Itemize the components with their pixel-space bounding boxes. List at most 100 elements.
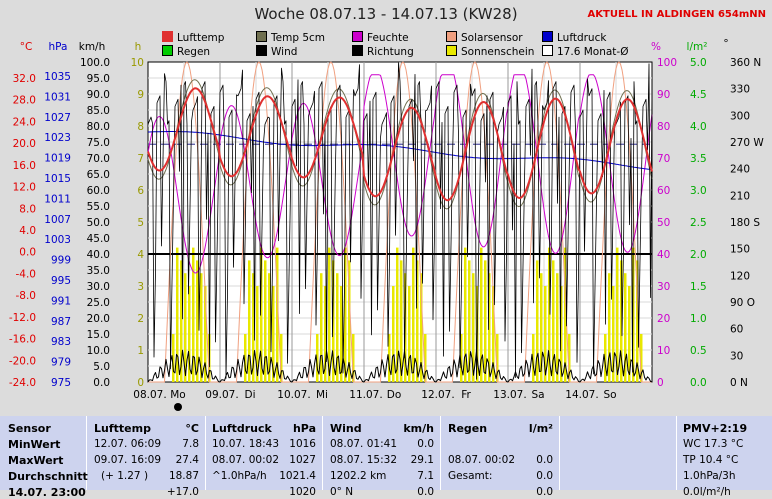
- sunshine-bar: [320, 273, 323, 382]
- sunshine-bar: [608, 273, 611, 382]
- sunshine-bar: [460, 334, 463, 382]
- regen-header: Regen: [448, 422, 488, 435]
- legend-swatch: [446, 45, 457, 56]
- legend-label: Sonnenschein: [461, 46, 535, 58]
- pressure-tick-label: 1007: [44, 214, 71, 226]
- legend-label: Richtung: [367, 46, 414, 58]
- sunshine-bar: [336, 273, 339, 382]
- sun-tick-label: 3: [137, 281, 144, 293]
- regen-total-label: Gesamt:: [448, 470, 493, 482]
- sunshine-bar: [344, 247, 347, 382]
- sunshine-bar: [192, 247, 195, 382]
- x-date-label: 08.07.: [133, 389, 166, 401]
- legend-item: Wind: [256, 45, 297, 58]
- x-date-label: 10.07.: [277, 389, 310, 401]
- statistics-table: Sensor MinWert MaxWert Durchschnitt 14.0…: [0, 416, 772, 499]
- wind-current-direction: 0° N: [330, 486, 354, 498]
- sunshine-bar: [632, 247, 635, 382]
- luftdruck-max-value: 1027: [289, 454, 316, 466]
- x-date-label: 14.07.: [565, 389, 598, 401]
- direction-tick-label: 270 W: [730, 137, 764, 149]
- rain-tick-label: 5.0: [690, 57, 707, 69]
- sunshine-bar: [604, 334, 607, 382]
- wind-tick-label: 100.0: [80, 57, 110, 69]
- legend-item: Solarsensor: [446, 31, 523, 44]
- x-date-label: 13.07.: [493, 389, 526, 401]
- wind-max-value: 29.1: [410, 454, 434, 466]
- legend-item: Regen: [162, 45, 210, 58]
- wind-unit: km/h: [403, 422, 434, 435]
- pressure-tick-label: 979: [51, 357, 71, 369]
- wind-tick-label: 75.0: [87, 137, 110, 149]
- empty-column: [560, 416, 677, 490]
- wind-tick-label: 80.0: [87, 121, 110, 133]
- pressure-tick-label: 1003: [44, 234, 71, 246]
- sensor-column: Sensor MinWert MaxWert Durchschnitt 14.0…: [0, 416, 88, 499]
- x-date-label: 09.07.: [205, 389, 238, 401]
- wind-unit-label: km/h: [79, 41, 106, 53]
- wind-tick-label: 25.0: [87, 297, 110, 309]
- sunshine-bar: [564, 247, 567, 382]
- wind-tick-label: 50.0: [87, 217, 110, 229]
- humidity-tick-label: 20: [657, 313, 670, 325]
- wind-tick-label: 85.0: [87, 105, 110, 117]
- sun-tick-label: 5: [137, 217, 144, 229]
- sun-tick-label: 10: [131, 57, 144, 69]
- legend-item: Richtung: [352, 45, 414, 58]
- pressure-tick-label: 1027: [44, 112, 71, 124]
- lufttemp-current-value: +17.0: [166, 486, 199, 498]
- pmv-column: PMV+2:19 WC 17.3 °C TP 10.4 °C 1.0hPa/3h…: [677, 416, 772, 498]
- sunshine-bar: [568, 334, 571, 382]
- sunshine-bar: [408, 286, 411, 382]
- wind-tick-label: 70.0: [87, 153, 110, 165]
- sunshine-bar: [340, 286, 343, 382]
- sunshine-bar: [252, 273, 255, 382]
- sunshine-bar: [640, 334, 643, 382]
- x-date-label: 12.07.: [421, 389, 454, 401]
- sunshine-bar: [616, 247, 619, 382]
- sunshine-bar: [424, 334, 427, 382]
- sunshine-bar: [268, 273, 271, 382]
- luftdruck-unit: hPa: [292, 422, 316, 435]
- legend-swatch: [446, 31, 457, 42]
- sunshine-bar: [412, 247, 415, 382]
- sunshine-bar: [556, 273, 559, 382]
- sunshine-bar: [352, 334, 355, 382]
- sunshine-bar: [248, 260, 251, 382]
- wind-tick-label: 20.0: [87, 313, 110, 325]
- legend-item: Luftdruck: [542, 31, 606, 44]
- live-location-label[interactable]: AKTUELL IN ALDINGEN 654mNN: [587, 9, 766, 20]
- sunshine-bar: [200, 273, 203, 382]
- pmv-windchill: WC 17.3 °C: [683, 438, 744, 450]
- luftdruck-column: Luftdruck hPa 10.07. 18:43 1016 08.07. 0…: [206, 416, 323, 498]
- legend-swatch: [162, 45, 173, 56]
- temp-tick-label: 28.0: [13, 95, 36, 107]
- legend-label: Feuchte: [367, 32, 409, 44]
- humidity-tick-label: 80: [657, 121, 670, 133]
- wind-max-time: 08.07. 15:32: [330, 454, 397, 466]
- sunshine-bar: [256, 286, 259, 382]
- direction-tick-label: 300: [730, 110, 750, 122]
- row-label-avg: Durchschnitt: [8, 470, 88, 483]
- legend-label: Wind: [271, 46, 298, 58]
- sun-tick-label: 8: [137, 121, 144, 133]
- pressure-tick-label: 995: [51, 275, 71, 287]
- direction-unit-label: °: [723, 38, 728, 50]
- luftdruck-min-time: 10.07. 18:43: [212, 438, 279, 450]
- row-label-min: MinWert: [8, 438, 61, 451]
- sunshine-bar: [188, 286, 191, 382]
- wind-tick-label: 55.0: [87, 201, 110, 213]
- pressure-tick-label: 1023: [44, 132, 71, 144]
- lufttemp-min-time: 12.07. 06:09: [94, 438, 161, 450]
- legend-item: Feuchte: [352, 31, 409, 44]
- temp-tick-label: -12.0: [9, 312, 36, 324]
- sun-tick-label: 2: [137, 313, 144, 325]
- sunshine-bar: [468, 260, 471, 382]
- temp-tick-label: 16.0: [13, 160, 36, 172]
- lufttemp-line: [147, 87, 653, 202]
- wind-min-value: 0.0: [417, 438, 434, 450]
- luftdruck-header: Luftdruck: [212, 422, 272, 435]
- temp-tick-label: -4.0: [16, 268, 37, 280]
- legend-label: Lufttemp: [177, 32, 225, 44]
- sunshine-bar: [328, 247, 331, 382]
